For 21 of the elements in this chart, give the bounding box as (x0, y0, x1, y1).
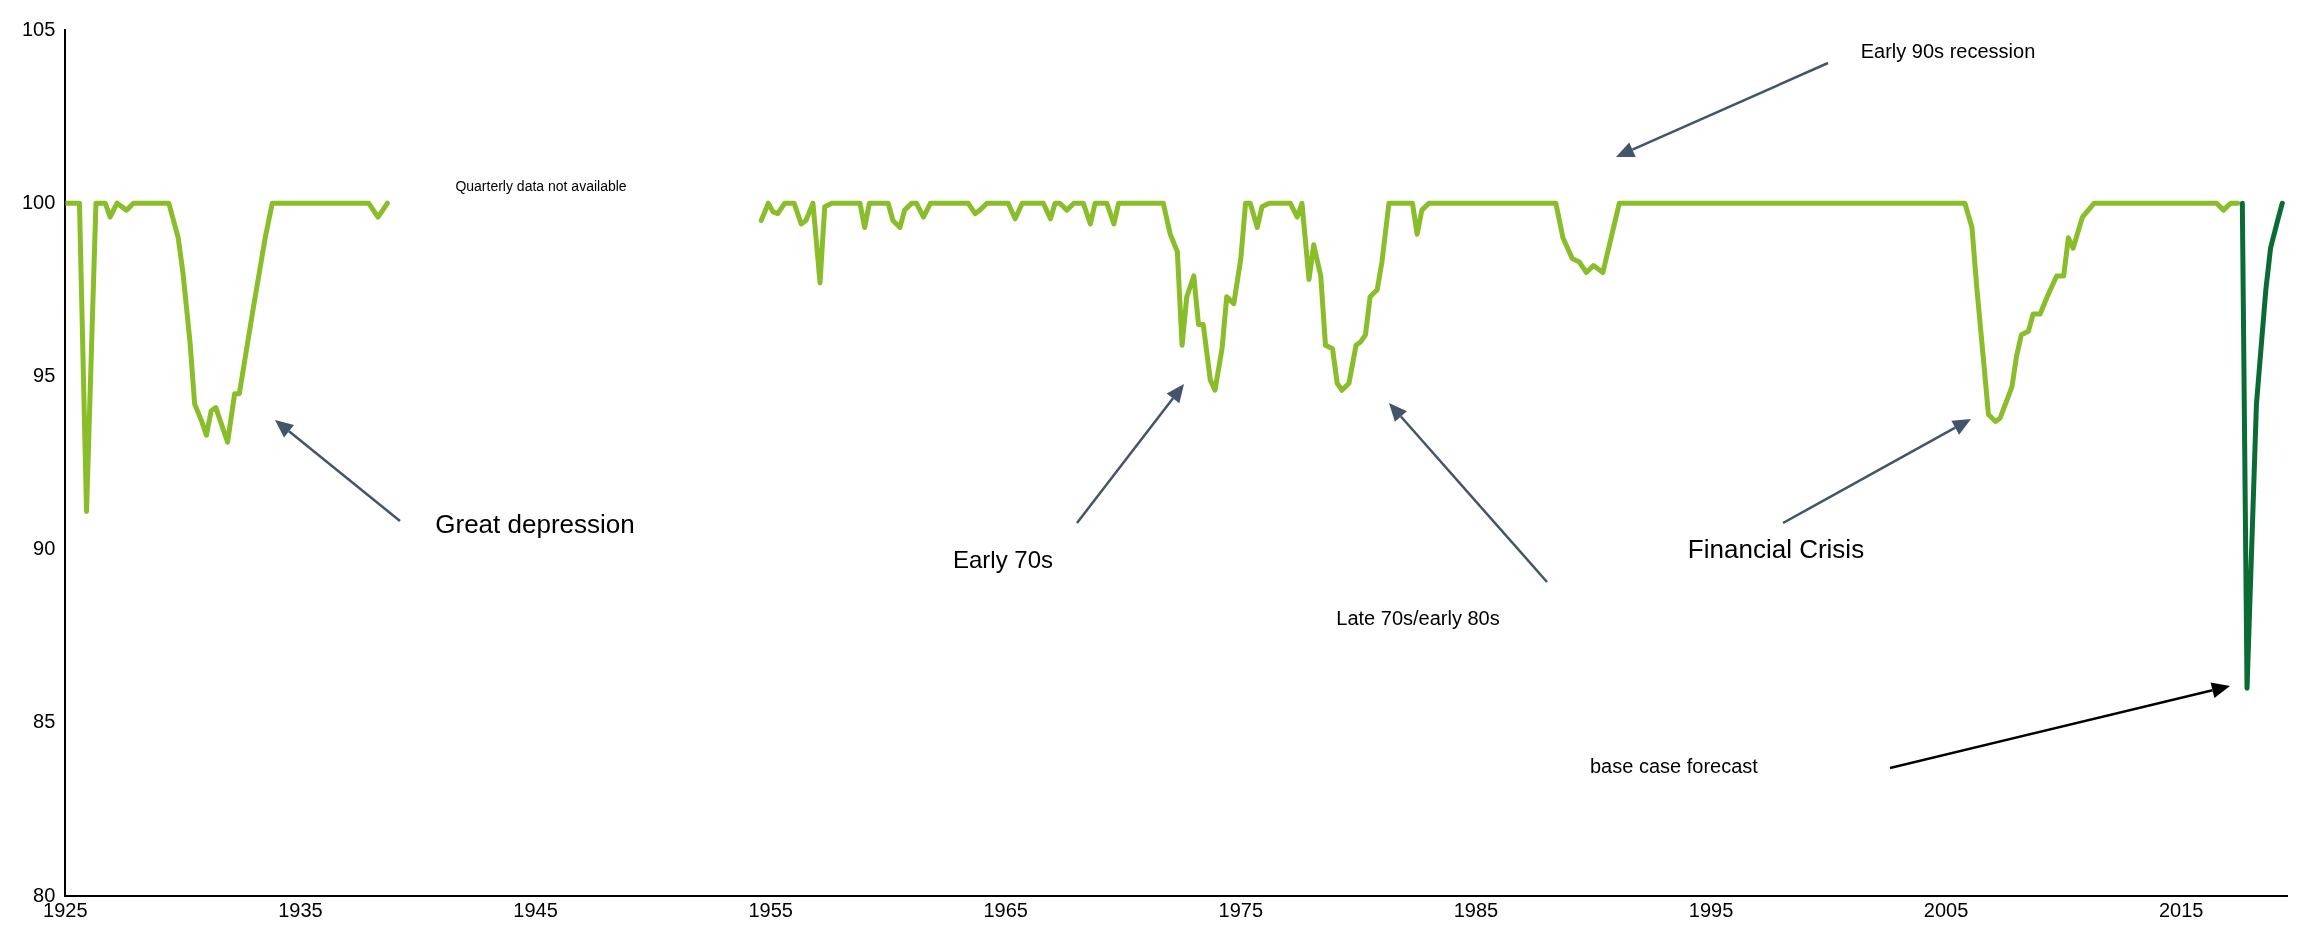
y-tick-label: 105 (21, 17, 56, 40)
annotation: Early 90s recession (1860, 40, 2036, 62)
x-tick-label: 1985 (1453, 898, 1499, 921)
annotation: base case forecast (1590, 755, 1758, 777)
y-tick-label: 85 (33, 710, 56, 733)
x-tick-label: 1945 (513, 898, 558, 921)
x-tick-label: 1965 (983, 898, 1028, 921)
y-tick-label: 90 (33, 537, 56, 560)
x-tick-label: 1955 (748, 898, 793, 921)
x-tick-label: 2015 (2158, 898, 2204, 921)
y-tick-label: 95 (33, 363, 56, 386)
annotation: Late 70s/early 80s (1336, 607, 1500, 629)
annotation: Quarterly data not available (455, 178, 627, 195)
x-tick-label: 2005 (1923, 898, 1969, 921)
x-tick-label: 1995 (1688, 898, 1734, 921)
y-tick-label: 100 (21, 190, 56, 213)
annotation: Financial Crisis (1687, 533, 1865, 564)
x-tick-label: 1935 (278, 898, 323, 921)
annotation: Early 70s (952, 545, 1054, 574)
annotation: Great depression (435, 508, 635, 539)
x-tick-label: 1975 (1218, 898, 1264, 921)
